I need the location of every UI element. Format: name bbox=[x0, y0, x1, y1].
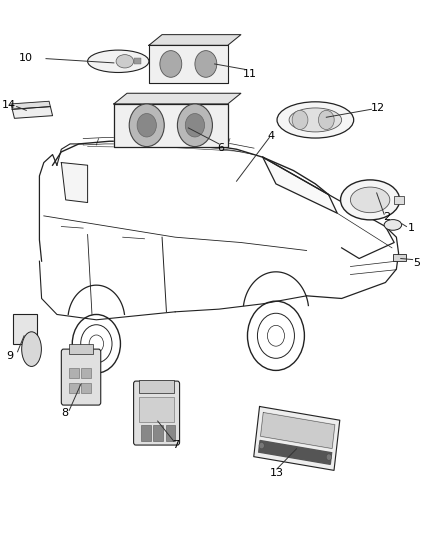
Bar bbox=[81, 368, 91, 378]
Polygon shape bbox=[259, 440, 332, 464]
Ellipse shape bbox=[116, 55, 134, 68]
Polygon shape bbox=[11, 101, 50, 109]
Circle shape bbox=[195, 51, 217, 77]
Bar bbox=[13, 314, 37, 344]
Polygon shape bbox=[114, 93, 241, 104]
Circle shape bbox=[326, 454, 332, 461]
FancyBboxPatch shape bbox=[61, 349, 101, 405]
Text: 12: 12 bbox=[371, 103, 385, 112]
Text: 8: 8 bbox=[61, 408, 68, 417]
Ellipse shape bbox=[21, 332, 41, 367]
Text: 10: 10 bbox=[19, 53, 33, 62]
Ellipse shape bbox=[277, 102, 354, 138]
Polygon shape bbox=[114, 104, 228, 147]
Text: 4: 4 bbox=[267, 131, 274, 141]
Bar bbox=[139, 397, 174, 422]
Circle shape bbox=[137, 114, 156, 137]
Text: 11: 11 bbox=[243, 69, 257, 78]
FancyBboxPatch shape bbox=[134, 381, 180, 445]
Polygon shape bbox=[254, 407, 340, 470]
Bar bbox=[153, 425, 163, 441]
Bar bbox=[69, 344, 93, 354]
Polygon shape bbox=[261, 413, 335, 448]
Ellipse shape bbox=[341, 180, 399, 220]
Circle shape bbox=[129, 104, 164, 147]
Text: 5: 5 bbox=[413, 258, 420, 268]
Text: 14: 14 bbox=[2, 100, 16, 110]
Text: 6: 6 bbox=[218, 143, 225, 152]
Polygon shape bbox=[149, 35, 241, 45]
Polygon shape bbox=[263, 157, 337, 213]
Bar bbox=[69, 383, 79, 393]
Circle shape bbox=[292, 110, 308, 130]
Text: 2: 2 bbox=[383, 213, 390, 222]
Text: 7: 7 bbox=[173, 440, 180, 450]
Ellipse shape bbox=[350, 187, 390, 213]
Bar bbox=[134, 58, 141, 64]
Bar bbox=[139, 380, 174, 393]
Polygon shape bbox=[149, 45, 228, 83]
Circle shape bbox=[185, 114, 205, 137]
Circle shape bbox=[177, 104, 212, 147]
Circle shape bbox=[318, 110, 334, 130]
Bar bbox=[69, 368, 79, 378]
Text: 13: 13 bbox=[270, 469, 284, 478]
Bar bbox=[166, 425, 175, 441]
Text: 1: 1 bbox=[407, 223, 414, 233]
Polygon shape bbox=[61, 163, 88, 203]
Bar bbox=[81, 383, 91, 393]
Ellipse shape bbox=[289, 108, 342, 132]
Text: 9: 9 bbox=[6, 351, 13, 361]
Ellipse shape bbox=[88, 50, 149, 72]
Circle shape bbox=[160, 51, 182, 77]
Polygon shape bbox=[12, 107, 53, 118]
Bar bbox=[393, 254, 406, 261]
Bar bbox=[141, 425, 151, 441]
Ellipse shape bbox=[384, 220, 402, 230]
Bar bbox=[394, 196, 404, 204]
Circle shape bbox=[259, 442, 264, 449]
